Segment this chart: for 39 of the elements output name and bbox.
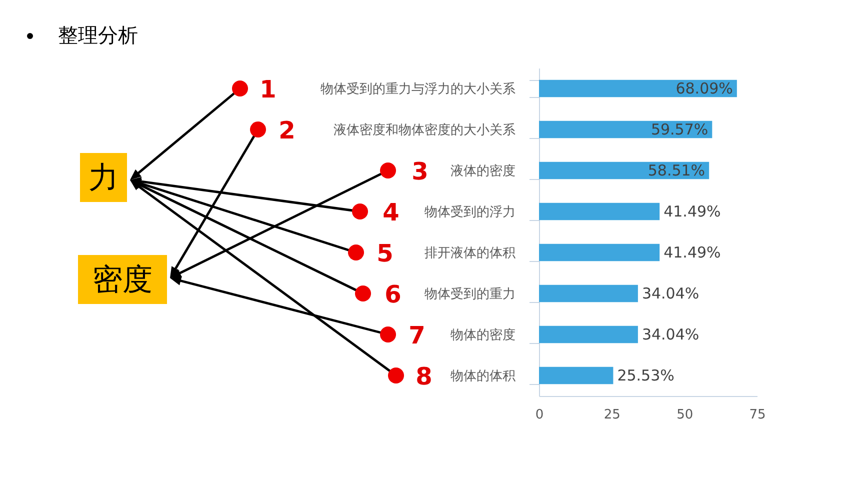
x-tick-label: 0	[535, 408, 544, 422]
text: 5	[376, 240, 394, 268]
bar	[539, 326, 638, 344]
y-tick-label: 液体的密度	[450, 163, 516, 179]
y-tick-label: 排开液体的体积	[424, 246, 516, 261]
y-tick-label: 液体密度和物体密度的大小关系	[334, 122, 516, 138]
bar	[539, 120, 712, 138]
text: 力	[88, 160, 118, 196]
y-tick-label: 物体的体积	[450, 369, 516, 384]
data-label: 34.04%	[642, 284, 700, 302]
bar	[539, 80, 737, 98]
x-tick-label: 75	[749, 408, 766, 422]
data-label: 34.04%	[642, 326, 700, 344]
y-tick-label: 物体受到的重力与浮力的大小关系	[320, 82, 516, 97]
y-tick-label: 物体的密度	[450, 327, 516, 343]
data-label: 25.53%	[617, 366, 674, 384]
x-tick-label: 50	[676, 408, 694, 422]
text: 1	[260, 76, 276, 104]
text: 6	[384, 280, 402, 308]
y-tick-label: 物体受到的重力	[424, 287, 516, 302]
bar	[539, 202, 660, 220]
text: 3	[412, 158, 428, 186]
y-tick-label: 物体受到的浮力	[424, 205, 516, 220]
data-label: 59.57%	[650, 120, 708, 138]
text: 密度	[92, 262, 152, 298]
text: 8	[416, 362, 432, 390]
data-label: 58.51%	[648, 162, 706, 180]
x-tick-label: 25	[604, 408, 620, 422]
bar	[539, 284, 638, 302]
bar	[539, 366, 614, 384]
data-label: 41.49%	[664, 244, 721, 262]
text: 4	[382, 198, 400, 226]
bar	[539, 162, 710, 180]
text: 7	[408, 322, 426, 350]
data-label: 41.49%	[664, 202, 721, 220]
data-label: 68.09%	[676, 80, 733, 98]
text: 整理分析	[58, 22, 138, 49]
bar	[539, 244, 660, 262]
text: 2	[278, 116, 296, 144]
